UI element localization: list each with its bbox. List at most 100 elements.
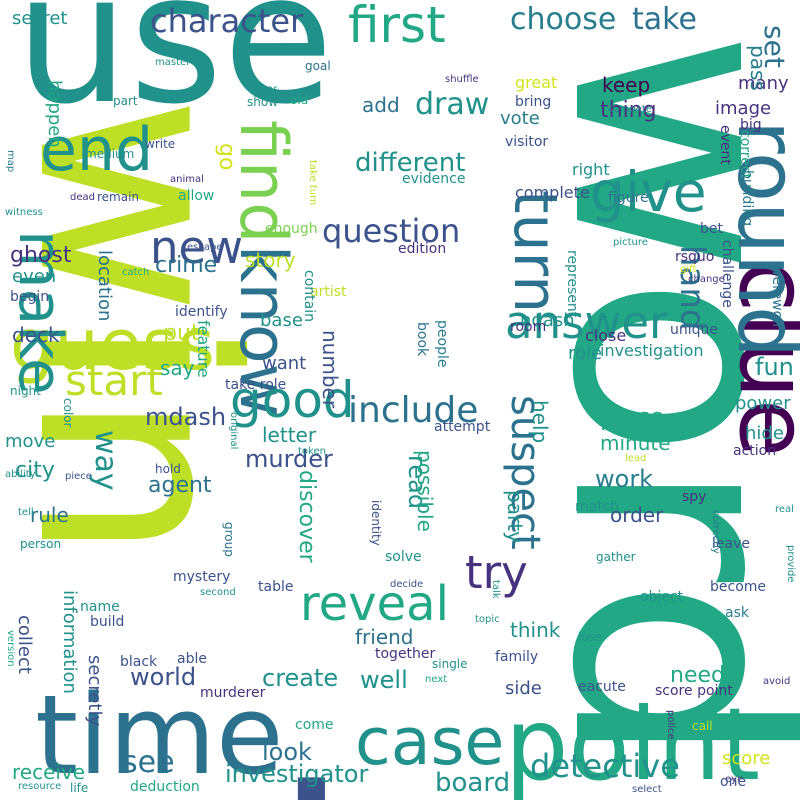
cloud-word: power — [735, 393, 791, 414]
cloud-word: new — [150, 221, 244, 274]
cloud-word: see — [122, 745, 175, 780]
cloud-word: spy — [682, 489, 707, 505]
cloud-word: keep — [602, 73, 651, 97]
cloud-word: murder — [245, 445, 333, 473]
cloud-word: round — [719, 120, 800, 359]
cloud-word: select — [632, 784, 662, 795]
cloud-word: event — [717, 125, 733, 165]
cloud-word: close — [585, 326, 627, 345]
cloud-word: world — [130, 663, 197, 691]
cloud-word: make — [5, 230, 75, 395]
cloud-word: attempt — [434, 419, 491, 435]
cloud-word: escape — [187, 242, 223, 253]
cloud-word: take role — [225, 377, 287, 393]
cloud-word: visitor — [505, 134, 549, 150]
cloud-word: dead — [70, 192, 95, 203]
cloud-word: answer — [505, 296, 668, 349]
cloud-word: number — [318, 330, 342, 409]
cloud-word: place — [600, 403, 665, 431]
cloud-word: image — [715, 98, 772, 119]
cloud-word: contain — [301, 270, 317, 322]
cloud-word: crime — [155, 253, 218, 278]
cloud-word: book — [414, 322, 430, 357]
cloud-word: set — [758, 25, 791, 68]
cloud-word: word — [506, 30, 800, 768]
cloud-word: real — [775, 504, 794, 515]
cloud-word: master — [155, 57, 191, 68]
cloud-word: family — [495, 649, 539, 665]
cloud-word: come — [295, 717, 334, 733]
cloud-word: represent — [564, 250, 580, 318]
cloud-word: turn — [500, 190, 570, 314]
cloud-word: team — [270, 735, 800, 800]
cloud-word: investigator — [225, 760, 369, 788]
cloud-word: base — [260, 310, 303, 331]
cloud-word: call — [692, 719, 713, 733]
cloud-word: city — [15, 458, 55, 483]
cloud-word: version — [5, 630, 16, 667]
cloud-word: even — [12, 266, 57, 287]
cloud-word: complete — [515, 183, 590, 202]
cloud-word: lead — [625, 453, 647, 464]
cloud-word: allow — [178, 188, 215, 204]
cloud-word: provide — [785, 545, 796, 583]
cloud-word: evidence — [402, 171, 466, 187]
cloud-word: information — [59, 590, 80, 694]
cloud-word: medium — [85, 147, 135, 161]
cloud-word: first — [348, 0, 446, 54]
cloud-word: draw — [415, 87, 490, 122]
cloud-word: story — [245, 248, 296, 272]
cloud-word: artist — [310, 284, 347, 300]
cloud-word: original — [228, 412, 239, 450]
cloud-word: go — [214, 143, 239, 171]
cloud-word: mdash — [145, 403, 227, 431]
cloud-word: write — [145, 137, 176, 151]
cloud-word: room — [510, 319, 547, 335]
cloud-word: use — [15, 0, 334, 144]
cloud-word: challenge — [719, 240, 735, 308]
cloud-word: person — [20, 537, 62, 551]
cloud-word: ask — [725, 605, 749, 621]
cloud-word: one — [720, 774, 747, 790]
cloud-word: edition — [398, 241, 447, 257]
cloud-word: gather — [596, 550, 636, 564]
cloud-word: identify — [175, 304, 228, 320]
cloud-word: happen — [44, 80, 65, 148]
cloud-word: old — [290, 93, 309, 107]
cloud-word: table — [258, 579, 294, 595]
cloud-word: avoid — [763, 676, 791, 687]
cloud-word: solve — [385, 549, 422, 565]
cloud-word: well — [360, 666, 408, 694]
cloud-word: secretly — [84, 655, 105, 727]
cloud-word: guess — [10, 304, 215, 386]
cloud-word: discover — [294, 470, 319, 563]
cloud-word: hold — [155, 462, 181, 476]
cloud-word: put — [163, 321, 200, 346]
cloud-word: unique — [670, 322, 719, 338]
cloud-word: ndash — [520, 310, 575, 331]
cloud-word: point — [505, 686, 761, 800]
cloud-word: question — [322, 212, 461, 250]
cloud-word: action — [733, 443, 777, 459]
cloud-word: dream — [625, 299, 671, 315]
cloud-word: begin — [10, 289, 50, 305]
cloud-word: collect — [14, 615, 35, 674]
cloud-word: picture — [613, 237, 648, 248]
cloud-word: read — [403, 455, 431, 510]
cloud-word: become — [710, 579, 767, 595]
cloud-word: mystery — [173, 569, 231, 585]
cloud-word: topic — [475, 614, 500, 625]
cloud-word: goal — [305, 59, 331, 73]
cloud-word: ghost — [10, 243, 72, 268]
cloud-word: find — [225, 120, 300, 244]
cloud-word: case — [355, 705, 505, 780]
cloud-word: suspect — [502, 395, 548, 550]
cloud-word: location — [94, 250, 115, 322]
cloud-word: black — [120, 654, 158, 670]
cloud-word: leave — [712, 536, 750, 552]
cloud-word: party — [503, 490, 527, 543]
cloud-word: compete — [608, 104, 652, 115]
cloud-word: time — [35, 671, 284, 799]
cloud-word: know — [225, 245, 300, 417]
cloud-word: end — [40, 115, 154, 185]
